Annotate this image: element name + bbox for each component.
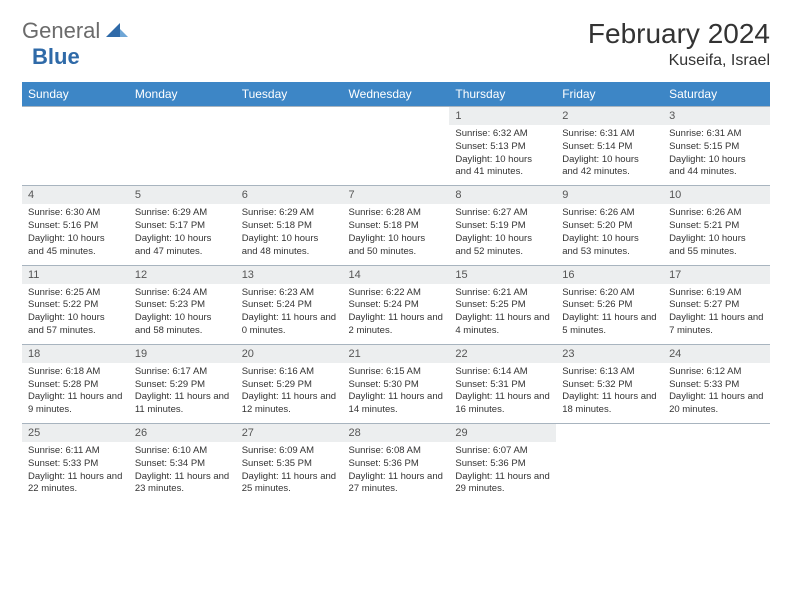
day-number: 29 [449,424,556,443]
day-detail-row: Sunrise: 6:11 AMSunset: 5:33 PMDaylight:… [22,442,770,502]
day-number [22,107,129,126]
day-details: Sunrise: 6:27 AMSunset: 5:19 PMDaylight:… [449,204,556,265]
weekday-header: Wednesday [343,82,450,107]
day-number: 27 [236,424,343,443]
day-number: 9 [556,186,663,205]
day-detail-row: Sunrise: 6:32 AMSunset: 5:13 PMDaylight:… [22,125,770,186]
day-details: Sunrise: 6:22 AMSunset: 5:24 PMDaylight:… [343,284,450,345]
day-number-row: 2526272829 [22,424,770,443]
header: General February 2024 Kuseifa, Israel [22,18,770,70]
title-block: February 2024 Kuseifa, Israel [588,18,770,70]
day-details: Sunrise: 6:12 AMSunset: 5:33 PMDaylight:… [663,363,770,424]
day-number: 26 [129,424,236,443]
day-number: 5 [129,186,236,205]
day-number: 25 [22,424,129,443]
day-number-row: 45678910 [22,186,770,205]
calendar-page: General February 2024 Kuseifa, Israel Bl… [0,0,792,520]
day-number: 22 [449,344,556,363]
day-number: 3 [663,107,770,126]
day-number-row: 18192021222324 [22,344,770,363]
day-details: Sunrise: 6:29 AMSunset: 5:17 PMDaylight:… [129,204,236,265]
day-number [129,107,236,126]
weekday-header: Tuesday [236,82,343,107]
day-number [343,107,450,126]
day-details: Sunrise: 6:16 AMSunset: 5:29 PMDaylight:… [236,363,343,424]
day-number: 1 [449,107,556,126]
weekday-header: Monday [129,82,236,107]
day-detail-row: Sunrise: 6:30 AMSunset: 5:16 PMDaylight:… [22,204,770,265]
day-details: Sunrise: 6:24 AMSunset: 5:23 PMDaylight:… [129,284,236,345]
logo-text-blue: Blue [32,44,80,70]
day-details: Sunrise: 6:18 AMSunset: 5:28 PMDaylight:… [22,363,129,424]
day-number: 10 [663,186,770,205]
day-details: Sunrise: 6:11 AMSunset: 5:33 PMDaylight:… [22,442,129,502]
day-details [556,442,663,502]
day-number: 19 [129,344,236,363]
day-detail-row: Sunrise: 6:25 AMSunset: 5:22 PMDaylight:… [22,284,770,345]
logo-text-general: General [22,18,100,44]
day-number [663,424,770,443]
day-number-row: 11121314151617 [22,265,770,284]
day-details: Sunrise: 6:29 AMSunset: 5:18 PMDaylight:… [236,204,343,265]
day-details: Sunrise: 6:25 AMSunset: 5:22 PMDaylight:… [22,284,129,345]
month-title: February 2024 [588,18,770,50]
location: Kuseifa, Israel [588,52,770,70]
day-number: 7 [343,186,450,205]
day-details: Sunrise: 6:20 AMSunset: 5:26 PMDaylight:… [556,284,663,345]
day-details: Sunrise: 6:31 AMSunset: 5:14 PMDaylight:… [556,125,663,186]
day-number: 16 [556,265,663,284]
day-details: Sunrise: 6:08 AMSunset: 5:36 PMDaylight:… [343,442,450,502]
day-details: Sunrise: 6:19 AMSunset: 5:27 PMDaylight:… [663,284,770,345]
day-number: 14 [343,265,450,284]
day-details: Sunrise: 6:23 AMSunset: 5:24 PMDaylight:… [236,284,343,345]
day-number: 17 [663,265,770,284]
day-number: 23 [556,344,663,363]
weekday-header: Friday [556,82,663,107]
day-details: Sunrise: 6:28 AMSunset: 5:18 PMDaylight:… [343,204,450,265]
day-number: 20 [236,344,343,363]
day-number: 6 [236,186,343,205]
day-details: Sunrise: 6:14 AMSunset: 5:31 PMDaylight:… [449,363,556,424]
day-number-row: 123 [22,107,770,126]
day-details: Sunrise: 6:09 AMSunset: 5:35 PMDaylight:… [236,442,343,502]
day-details: Sunrise: 6:17 AMSunset: 5:29 PMDaylight:… [129,363,236,424]
weekday-header: Saturday [663,82,770,107]
day-number: 24 [663,344,770,363]
day-number: 13 [236,265,343,284]
day-number: 21 [343,344,450,363]
day-details: Sunrise: 6:07 AMSunset: 5:36 PMDaylight:… [449,442,556,502]
day-details: Sunrise: 6:26 AMSunset: 5:21 PMDaylight:… [663,204,770,265]
day-details: Sunrise: 6:32 AMSunset: 5:13 PMDaylight:… [449,125,556,186]
day-number [556,424,663,443]
logo: General [22,18,132,44]
weekday-header: Sunday [22,82,129,107]
day-details: Sunrise: 6:10 AMSunset: 5:34 PMDaylight:… [129,442,236,502]
day-number: 12 [129,265,236,284]
day-number: 18 [22,344,129,363]
day-details: Sunrise: 6:30 AMSunset: 5:16 PMDaylight:… [22,204,129,265]
day-details [22,125,129,186]
day-details [663,442,770,502]
day-details: Sunrise: 6:21 AMSunset: 5:25 PMDaylight:… [449,284,556,345]
day-details [236,125,343,186]
calendar-head: SundayMondayTuesdayWednesdayThursdayFrid… [22,82,770,107]
day-number: 8 [449,186,556,205]
day-details: Sunrise: 6:26 AMSunset: 5:20 PMDaylight:… [556,204,663,265]
day-number: 2 [556,107,663,126]
day-number: 11 [22,265,129,284]
day-detail-row: Sunrise: 6:18 AMSunset: 5:28 PMDaylight:… [22,363,770,424]
day-details: Sunrise: 6:13 AMSunset: 5:32 PMDaylight:… [556,363,663,424]
calendar-body: 123Sunrise: 6:32 AMSunset: 5:13 PMDaylig… [22,107,770,503]
day-number: 28 [343,424,450,443]
day-details: Sunrise: 6:15 AMSunset: 5:30 PMDaylight:… [343,363,450,424]
day-details: Sunrise: 6:31 AMSunset: 5:15 PMDaylight:… [663,125,770,186]
day-number: 4 [22,186,129,205]
day-details [343,125,450,186]
day-number: 15 [449,265,556,284]
triangle-icon [106,21,128,42]
day-number [236,107,343,126]
weekday-header: Thursday [449,82,556,107]
calendar-table: SundayMondayTuesdayWednesdayThursdayFrid… [22,82,770,502]
day-details [129,125,236,186]
